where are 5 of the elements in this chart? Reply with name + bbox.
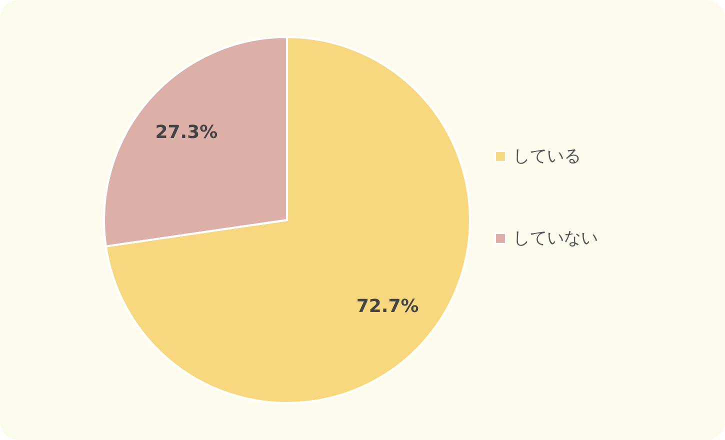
data-label: 27.3% xyxy=(155,122,218,143)
data-label: 72.7% xyxy=(356,296,419,318)
pie-slice xyxy=(104,36,471,404)
legend-label: していない xyxy=(513,228,598,248)
legend-label: している xyxy=(513,146,581,166)
